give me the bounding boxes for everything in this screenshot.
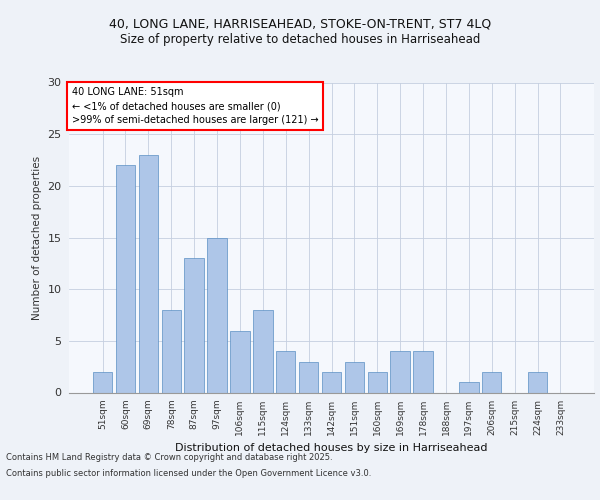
- Bar: [482, 372, 502, 392]
- Y-axis label: Number of detached properties: Number of detached properties: [32, 156, 41, 320]
- Bar: [93, 372, 112, 392]
- Bar: [368, 372, 387, 392]
- Bar: [116, 165, 135, 392]
- Bar: [208, 238, 227, 392]
- Text: 40, LONG LANE, HARRISEAHEAD, STOKE-ON-TRENT, ST7 4LQ: 40, LONG LANE, HARRISEAHEAD, STOKE-ON-TR…: [109, 18, 491, 30]
- Bar: [139, 155, 158, 392]
- Bar: [322, 372, 341, 392]
- Bar: [391, 351, 410, 393]
- X-axis label: Distribution of detached houses by size in Harriseahead: Distribution of detached houses by size …: [175, 444, 488, 454]
- Bar: [344, 362, 364, 392]
- Bar: [299, 362, 319, 392]
- Text: Size of property relative to detached houses in Harriseahead: Size of property relative to detached ho…: [120, 32, 480, 46]
- Bar: [230, 330, 250, 392]
- Bar: [528, 372, 547, 392]
- Bar: [459, 382, 479, 392]
- Bar: [276, 351, 295, 393]
- Bar: [184, 258, 204, 392]
- Bar: [161, 310, 181, 392]
- Text: Contains public sector information licensed under the Open Government Licence v3: Contains public sector information licen…: [6, 468, 371, 477]
- Bar: [253, 310, 272, 392]
- Text: 40 LONG LANE: 51sqm
← <1% of detached houses are smaller (0)
>99% of semi-detach: 40 LONG LANE: 51sqm ← <1% of detached ho…: [71, 87, 318, 125]
- Bar: [413, 351, 433, 393]
- Text: Contains HM Land Registry data © Crown copyright and database right 2025.: Contains HM Land Registry data © Crown c…: [6, 454, 332, 462]
